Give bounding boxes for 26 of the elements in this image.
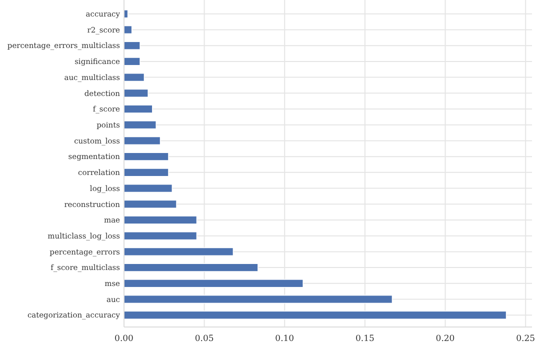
x-tick-label: 0.20: [436, 334, 455, 344]
bar: [124, 57, 140, 66]
bar: [124, 200, 177, 208]
bar: [124, 104, 153, 114]
bar: [124, 25, 132, 34]
bar: [124, 136, 161, 146]
x-tick-label: 0.05: [194, 334, 214, 344]
bar: [124, 10, 128, 18]
bar: [124, 263, 258, 272]
bar: [124, 88, 148, 98]
bar: [124, 247, 234, 256]
bar: [124, 120, 157, 130]
bar: [124, 216, 198, 224]
bar: [124, 152, 169, 161]
bar: [124, 168, 169, 177]
x-tick-label: 0.00: [114, 334, 134, 344]
x-tick-label: 0.15: [355, 334, 374, 344]
x-tick-label: 0.10: [275, 334, 294, 344]
x-tick-label: 0.25: [516, 334, 536, 344]
bar: [124, 72, 145, 82]
bar: [124, 310, 507, 320]
bar: [124, 184, 173, 193]
bar: [124, 279, 304, 288]
bar: [124, 41, 140, 50]
bar: [124, 294, 393, 304]
bar: [124, 231, 198, 240]
